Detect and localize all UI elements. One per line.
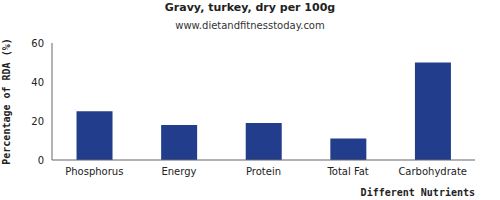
svg-text:Total Fat: Total Fat <box>326 166 368 177</box>
html-text:www.dietandfitnesstoday.com: www.dietandfitnesstoday.com <box>175 20 325 31</box>
svg-text:40: 40 <box>31 77 44 88</box>
svg-text:Energy: Energy <box>161 166 196 177</box>
svg-text:20: 20 <box>31 116 44 127</box>
svg-text:Carbohydrate: Carbohydrate <box>398 166 467 177</box>
svg-text:Phosphorus: Phosphorus <box>65 166 123 177</box>
svg-text:0: 0 <box>38 155 44 166</box>
svg-text:60: 60 <box>31 38 44 49</box>
svg-text:Percentage of RDA (%): Percentage of RDA (%) <box>8 38 12 164</box>
svg-text:Protein: Protein <box>246 166 281 177</box>
html-text:Gravy, turkey, dry per 100g: Gravy, turkey, dry per 100g <box>164 1 336 14</box>
svg-text:Different Nutrients: Different Nutrients <box>361 187 475 198</box>
